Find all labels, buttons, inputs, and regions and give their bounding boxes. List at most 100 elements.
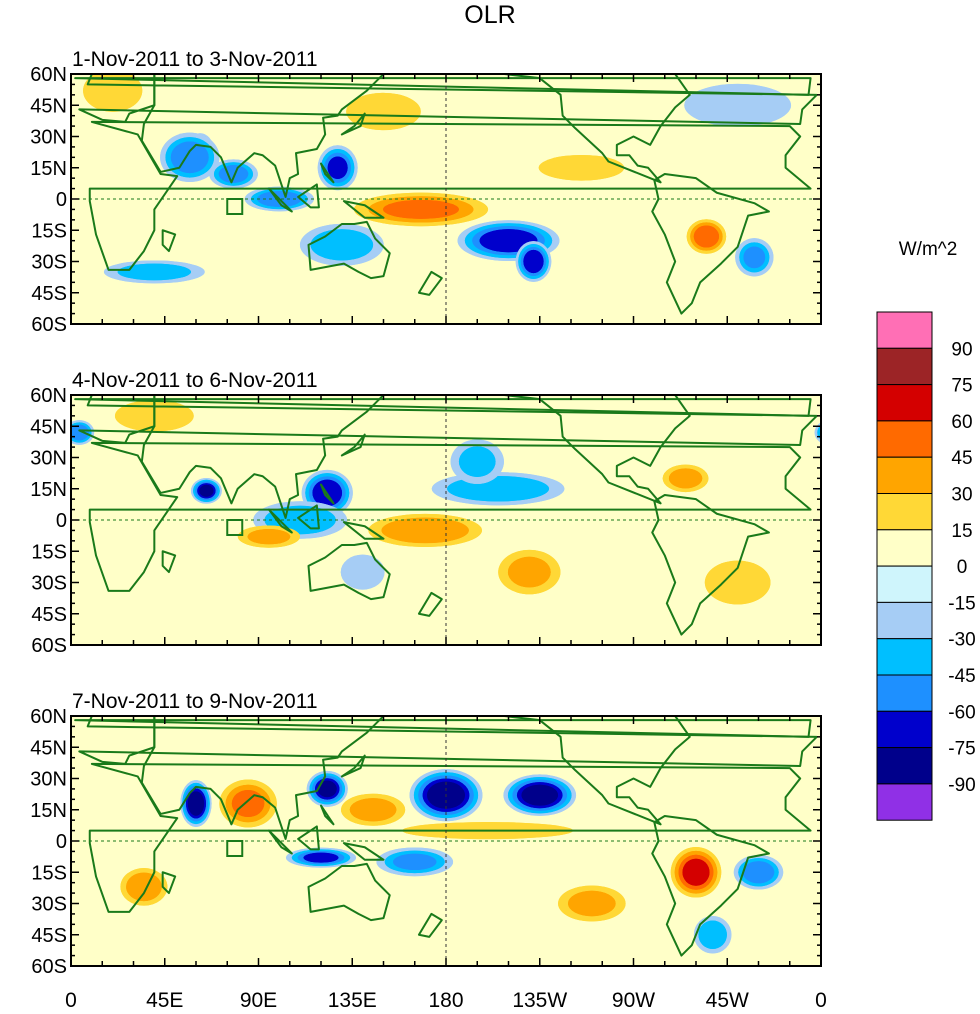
y-tick-label: 60N (30, 706, 67, 728)
anomaly-contour (218, 165, 249, 183)
coastline (340, 112, 366, 136)
coastline (340, 754, 366, 778)
colorbar-units: W/m^2 (899, 239, 958, 260)
y-tick-label: 60S (31, 635, 67, 657)
anomaly-contour (684, 83, 792, 127)
anomaly-contour (568, 890, 616, 917)
y-tick-label: 30N (30, 448, 67, 470)
coastline (307, 220, 391, 280)
anomaly-contour (83, 74, 143, 112)
coastline (161, 871, 177, 895)
y-tick-label: 60S (31, 956, 67, 978)
anomaly-contour (915, 137, 964, 177)
coastline (417, 591, 443, 617)
anomaly-contour (698, 920, 727, 949)
coastlines (74, 74, 818, 315)
colorbar-swatch (876, 493, 933, 531)
y-tick-label: 15S (31, 541, 67, 563)
olr-anomaly-2 (306, 770, 348, 807)
olr-anomaly-7 (670, 846, 722, 898)
olr-anomaly-13 (346, 92, 421, 131)
coastlines (74, 395, 818, 636)
coastline (297, 825, 320, 851)
coastline (342, 521, 385, 540)
coastline (417, 912, 443, 938)
olr-anomaly-6 (317, 145, 358, 191)
anomaly-contour (349, 798, 397, 822)
y-tick-label: 45N (30, 416, 67, 438)
y-tick-label: 45N (30, 95, 67, 117)
coastline (651, 494, 770, 636)
axis-ticks (70, 394, 822, 646)
x-tick-label: 45W (706, 989, 749, 1012)
coastline (340, 433, 366, 457)
colorbar-label: -45 (948, 666, 975, 687)
colorbar-label: 30 (951, 485, 972, 506)
y-tick-label: 45S (31, 925, 67, 947)
colorbar-swatch (876, 638, 933, 676)
anomaly-contour (383, 199, 459, 219)
olr-anomaly-14 (538, 154, 625, 181)
colorbar-swatch (876, 347, 933, 386)
anomaly-contour (819, 428, 821, 437)
olr-anomaly-5 (368, 513, 483, 547)
x-tick-label: 135W (512, 989, 567, 1012)
figure-title: OLR (464, 1, 515, 29)
x-tick-label: 180 (428, 989, 463, 1012)
anomaly-contour (964, 162, 980, 185)
anomaly-contour (693, 225, 720, 248)
anomaly-contour (742, 861, 775, 884)
region-box (226, 519, 244, 536)
x-tick-labels: 0 45E 90E 135E 180 135W 90W 45W 0 (65, 989, 827, 1012)
y-tick-label: 0 (56, 831, 67, 853)
olr-anomaly-13 (558, 885, 626, 922)
coastline (651, 173, 770, 315)
coastlines (74, 716, 818, 957)
olr-anomaly-12 (693, 915, 732, 954)
anomaly-contour (346, 92, 421, 131)
y-tick-label: 45S (31, 283, 67, 305)
anomaly-contour (868, 264, 941, 281)
coastline (320, 162, 335, 184)
anomaly-contour (876, 873, 912, 901)
colorbar-label: 0 (957, 557, 968, 578)
coastline (320, 804, 335, 826)
coastline (267, 508, 293, 534)
x-tick-label: 45E (146, 989, 183, 1012)
olr-anomaly-11 (704, 560, 771, 605)
anomaly-contour (247, 529, 291, 545)
olr-anomaly-16 (684, 83, 792, 127)
anomaly-contour (126, 872, 162, 902)
coastline (267, 187, 293, 213)
colorbar-swatch (876, 529, 933, 567)
y-tick-label: 15S (31, 862, 67, 884)
olr-anomaly-12 (735, 238, 774, 277)
panel-subtitle: 7-Nov-2011 to 9-Nov-2011 (72, 690, 318, 713)
olr-anomaly-2 (191, 477, 222, 504)
colorbar-swatch (876, 311, 933, 349)
coastline (161, 229, 177, 253)
coastline (503, 716, 691, 826)
y-tick-label: 45N (30, 737, 67, 759)
coastline (140, 716, 385, 840)
coastline (503, 395, 691, 505)
olr-anomaly-7 (353, 192, 489, 227)
anomaly-contour (310, 229, 374, 261)
anomaly-contour (910, 133, 969, 182)
panels: 1-Nov-2011 to 3-Nov-201160N45N30N15N015S… (30, 48, 980, 1012)
y-tick-label: 60N (30, 64, 67, 86)
y-tick-label: 45S (31, 604, 67, 626)
colorbar-swatch (876, 456, 933, 495)
anomaly-contour (187, 791, 205, 816)
coastline (651, 815, 770, 957)
colorbar-swatch (876, 747, 933, 785)
anomaly-contour (199, 484, 214, 497)
colorbar-swatch (876, 420, 933, 458)
anomaly-contour (940, 137, 960, 161)
colorbar: W/m^2 90 75 60 45 30 15 0 -15 -30 -45 -60 -75 -90 (876, 239, 976, 821)
anomaly-contour (743, 246, 766, 269)
region-box (226, 198, 244, 215)
